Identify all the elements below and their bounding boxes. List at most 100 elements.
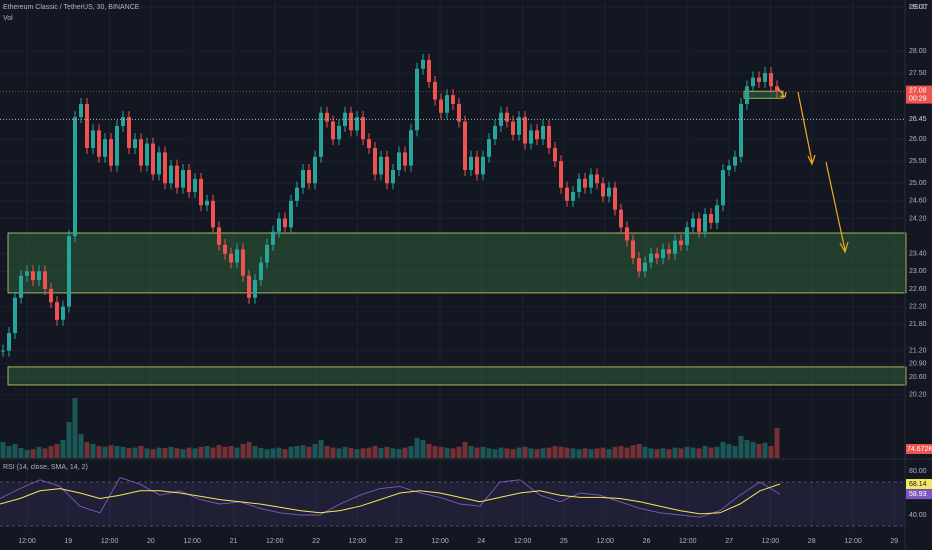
volume-bar xyxy=(642,446,648,458)
candle xyxy=(715,205,719,223)
volume-bar xyxy=(168,446,174,458)
candle xyxy=(13,297,17,333)
candle xyxy=(85,103,89,148)
price-badge xyxy=(906,85,932,104)
volume-bar xyxy=(708,447,714,458)
candle xyxy=(559,161,563,188)
candle xyxy=(553,147,557,162)
candle xyxy=(331,121,335,140)
candle xyxy=(55,302,59,320)
sma-badge xyxy=(906,479,932,490)
candle xyxy=(535,130,539,140)
candle xyxy=(451,95,455,104)
y-tick-label: 22.60 xyxy=(909,286,927,293)
volume-bar xyxy=(354,449,360,458)
arrows xyxy=(777,87,849,254)
volume-bar xyxy=(450,448,456,458)
candle xyxy=(247,275,251,298)
volume-bar xyxy=(342,446,348,458)
volume-bar xyxy=(768,446,774,458)
volume-bar xyxy=(492,449,498,458)
candle xyxy=(661,249,665,259)
volume-bar xyxy=(156,447,162,458)
x-tick-label: 23 xyxy=(395,538,403,545)
volume-bar xyxy=(528,448,534,458)
y-tick-label: 23.00 xyxy=(909,268,927,275)
sma-label: 68.14 xyxy=(909,481,927,488)
rsi-pane xyxy=(0,477,905,527)
volume-bar xyxy=(336,448,342,458)
candle xyxy=(37,271,41,281)
y-tick-label: 20.90 xyxy=(909,361,927,368)
volume-bar xyxy=(108,445,114,458)
y-tick-label: 25.50 xyxy=(909,158,927,165)
volume-bar xyxy=(468,446,474,458)
x-tick-label: 22 xyxy=(312,538,320,545)
volume-bar xyxy=(654,449,660,458)
volume-bar xyxy=(390,448,396,458)
level-badge xyxy=(906,114,932,125)
candle xyxy=(139,139,143,166)
y-tick-label: 24.60 xyxy=(909,198,927,205)
support-zone xyxy=(7,366,907,386)
volume-bar xyxy=(324,446,330,458)
volume-bar xyxy=(540,448,546,458)
candle xyxy=(727,165,731,171)
volume-bar xyxy=(6,446,12,458)
candle xyxy=(205,200,209,206)
y-tick-label: 25.00 xyxy=(909,180,927,187)
volume-bar xyxy=(198,446,204,458)
volume-bar xyxy=(636,444,642,458)
candle xyxy=(439,99,443,113)
candle xyxy=(721,170,725,206)
volume-bar xyxy=(432,446,438,458)
candle xyxy=(397,152,401,171)
candle xyxy=(73,117,77,237)
candle xyxy=(229,253,233,263)
candle xyxy=(91,130,95,148)
volume-bar xyxy=(648,448,654,458)
price-label: 27.08 xyxy=(909,87,927,94)
candle xyxy=(79,103,83,118)
volume-bar xyxy=(228,446,234,458)
candle xyxy=(589,174,593,188)
volume-bar xyxy=(270,448,276,458)
volume-bar xyxy=(534,449,540,458)
volume-bar xyxy=(24,450,30,458)
candles xyxy=(1,53,779,357)
candle xyxy=(19,275,23,298)
candle xyxy=(607,187,611,197)
candle xyxy=(271,231,275,245)
x-tick-label: 12:00 xyxy=(266,538,284,545)
rsi-line xyxy=(0,477,781,518)
volume-bar xyxy=(582,448,588,458)
arrow xyxy=(825,161,849,254)
candle xyxy=(517,117,521,135)
volume-bar xyxy=(504,448,510,458)
rsi-band xyxy=(0,481,905,527)
volume-bar xyxy=(252,446,258,458)
countdown: 00:29 xyxy=(909,95,927,102)
candle xyxy=(415,68,419,131)
price-axis: 29.00 28.00 27.50 26.00 25.50 25.00 24.60 24.20… xyxy=(906,4,932,519)
volume-bar xyxy=(72,398,78,458)
volume-bar xyxy=(48,446,54,458)
candle xyxy=(103,139,107,157)
volume-bar xyxy=(696,448,702,458)
y-tick-label: 21.80 xyxy=(909,321,927,328)
candle xyxy=(355,117,359,131)
candle xyxy=(649,253,653,263)
volume-bar xyxy=(294,446,300,458)
volume-bar xyxy=(474,447,480,458)
volume-bar xyxy=(126,448,132,458)
grid xyxy=(0,0,905,532)
volume-title: Vol xyxy=(3,15,13,22)
candle xyxy=(163,152,167,184)
volume-bar xyxy=(630,445,636,458)
x-tick-label: 12:00 xyxy=(183,538,201,545)
volume-bar xyxy=(684,446,690,458)
candle xyxy=(409,130,413,166)
arrow xyxy=(777,87,787,98)
volume-bar xyxy=(744,440,750,458)
